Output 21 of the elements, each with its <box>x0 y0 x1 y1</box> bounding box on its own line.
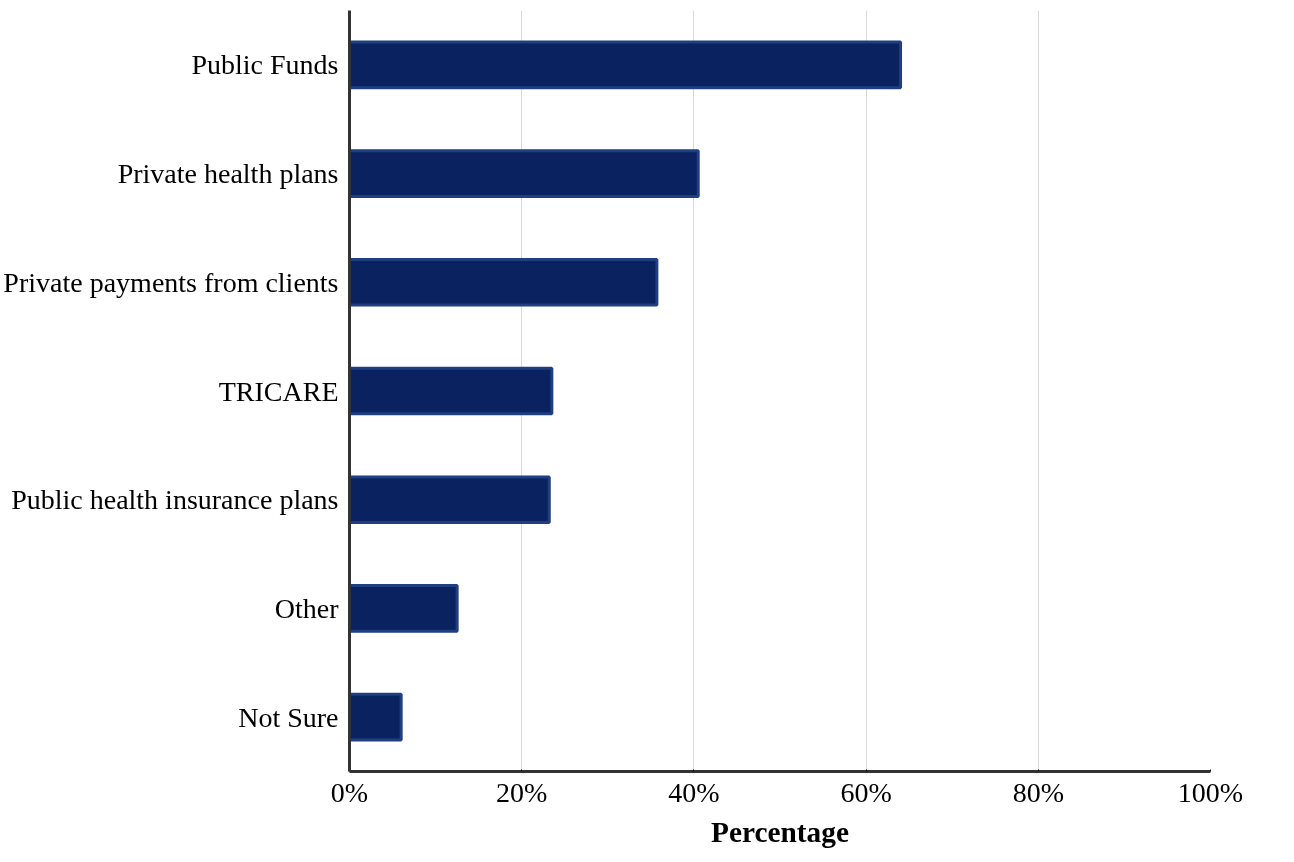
bar <box>349 149 700 198</box>
y-tick-label: Public Funds <box>191 49 339 81</box>
bar <box>349 584 459 633</box>
x-tick-label: 100% <box>1177 776 1244 808</box>
x-tick-label: 60% <box>840 776 892 808</box>
bar <box>349 692 403 742</box>
x-tick-label: 0% <box>330 776 369 808</box>
y-tick-label: Not Sure <box>238 701 339 733</box>
y-tick-label: Private health plans <box>117 158 339 190</box>
bar <box>349 257 659 307</box>
x-axis-title: Percentage <box>711 815 849 848</box>
x-tick-label: 20% <box>496 776 548 808</box>
bar <box>349 475 551 525</box>
y-tick-label: Other <box>274 592 340 624</box>
bar <box>349 40 903 90</box>
x-tick-label: 40% <box>668 776 720 808</box>
y-tick-label: Private payments from clients <box>3 266 339 298</box>
y-tick-label: TRICARE <box>218 375 339 407</box>
x-tick-label: 80% <box>1012 776 1064 808</box>
bar <box>349 366 554 416</box>
y-tick-label: Public health insurance plans <box>11 484 339 516</box>
